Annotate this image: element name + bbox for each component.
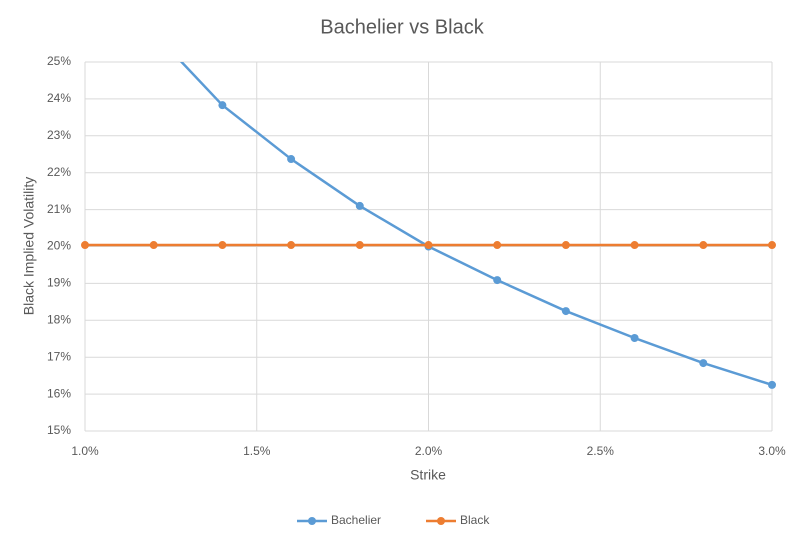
data-point: [630, 334, 639, 343]
data-point: [699, 241, 708, 250]
data-point: [699, 359, 708, 368]
y-tick-label: 21%: [47, 202, 71, 216]
y-tick-label: 24%: [47, 91, 71, 105]
y-axis-title: Black Implied Volatility: [21, 177, 37, 316]
data-point: [81, 241, 89, 250]
y-tick-label: 15%: [47, 423, 71, 437]
y-tick-label: 16%: [47, 386, 71, 400]
y-tick-label: 23%: [47, 128, 71, 142]
legend-label: Bachelier: [331, 513, 381, 527]
data-point: [355, 241, 364, 250]
chart-title: Bachelier vs Black: [320, 16, 484, 38]
data-point: [149, 241, 158, 250]
legend: Bachelier Black: [297, 513, 490, 527]
legend-label: Black: [460, 513, 490, 527]
y-tick-label: 18%: [47, 312, 71, 326]
data-point: [493, 241, 502, 250]
data-point: [561, 307, 570, 316]
x-axis-title: Strike: [410, 467, 446, 483]
data-point: [287, 241, 296, 250]
data-point: [493, 276, 502, 285]
data-point: [768, 241, 776, 250]
legend-swatch-marker: [308, 517, 316, 525]
y-tick-label: 17%: [47, 349, 71, 363]
y-tick-label: 19%: [47, 276, 71, 290]
y-tick-label: 22%: [47, 165, 71, 179]
x-tick-label: 2.5%: [587, 444, 615, 458]
data-point: [287, 155, 296, 164]
x-tick-label: 3.0%: [758, 444, 786, 458]
data-point: [218, 241, 227, 250]
data-point: [630, 241, 639, 250]
data-point: [424, 241, 433, 250]
x-tick-label: 2.0%: [415, 444, 443, 458]
x-tick-label: 1.0%: [71, 444, 99, 458]
data-point: [150, 28, 158, 36]
y-tick-label: 25%: [47, 54, 71, 68]
data-point: [768, 380, 776, 389]
legend-swatch-marker: [437, 517, 445, 525]
plot-area: [81, 28, 776, 389]
x-tick-label: 1.5%: [243, 444, 271, 458]
data-point: [561, 241, 570, 250]
data-point: [218, 101, 227, 110]
y-tick-label: 20%: [47, 239, 71, 253]
data-point: [355, 201, 364, 210]
